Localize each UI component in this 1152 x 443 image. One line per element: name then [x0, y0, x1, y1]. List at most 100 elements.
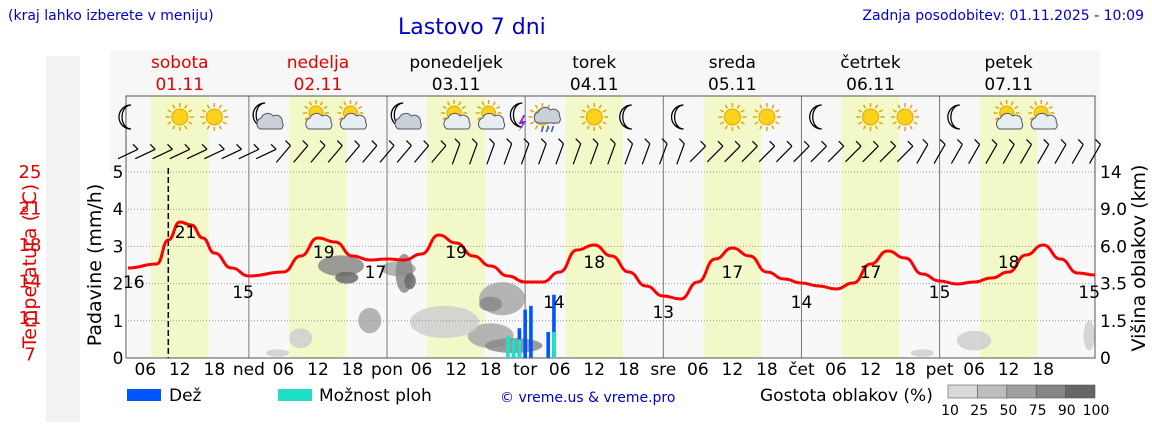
temperature-tick: 25 — [19, 162, 42, 183]
wind-barb-feather — [855, 140, 862, 147]
sun-ray — [222, 109, 227, 113]
wind-barb-feather — [270, 143, 277, 150]
density-swatch — [1065, 384, 1096, 399]
wind-barb — [827, 145, 845, 163]
wind-barb-feather — [786, 140, 793, 147]
sun-ray — [496, 105, 501, 110]
wind-barb-feather — [201, 143, 208, 150]
wind-barb-feather — [236, 143, 243, 150]
wind-barb-feather — [803, 140, 810, 147]
plot-frame — [125, 95, 1096, 359]
sun-ray — [775, 109, 780, 113]
wind-barb-feather — [423, 140, 430, 146]
sun-icon — [200, 103, 229, 131]
wind-barb-feather — [1095, 139, 1101, 145]
sun-ray — [201, 121, 207, 125]
temperature-value-label: 15 — [232, 283, 254, 303]
sun-ray — [586, 104, 590, 109]
wind-barb-feather — [734, 140, 741, 147]
sun-ray — [442, 105, 447, 110]
day-tick: ned — [233, 360, 265, 380]
cloud-height-tick: 0 — [1100, 349, 1111, 369]
wind-barb-feather — [149, 143, 156, 150]
sun-ray — [188, 121, 193, 125]
wind-barb — [706, 145, 724, 163]
sun-ray — [909, 125, 913, 130]
rain-bar — [529, 305, 533, 358]
wind-barb — [1002, 144, 1015, 164]
wind-barb-feather — [872, 140, 879, 147]
sun-ray — [586, 125, 590, 130]
sun-ray — [167, 109, 172, 113]
moon-shape — [947, 104, 960, 130]
sun-ray — [172, 104, 176, 109]
moon-icon — [947, 104, 960, 130]
sun-ray — [206, 104, 210, 109]
hour-tick: 12 — [998, 360, 1020, 380]
day-name: ponedeljek — [409, 53, 503, 73]
density-value: 25 — [970, 403, 988, 419]
cloud-cell — [479, 296, 503, 312]
sun-ray — [995, 116, 1000, 121]
wind-barb-feather — [661, 138, 668, 145]
last-updated: Zadnja posodobitev: 01.11.2025 - 10:09 — [862, 8, 1144, 24]
sun-ray — [206, 125, 210, 130]
sun-disc — [585, 108, 603, 126]
sun-ray — [878, 109, 884, 113]
temperature-value-label: 18 — [583, 253, 605, 273]
wind-barb — [469, 143, 478, 165]
sun-ray — [338, 105, 344, 110]
wind-barb — [379, 145, 395, 163]
density-value: 50 — [999, 403, 1017, 419]
hour-tick: 12 — [445, 360, 467, 380]
precip-tick: 5 — [113, 163, 124, 183]
sun-ray — [858, 121, 863, 125]
sun-ray — [913, 109, 918, 113]
wind-barb-feather — [454, 138, 461, 145]
sun-cloud-icon — [475, 100, 506, 130]
hour-tick: 12 — [169, 360, 191, 380]
wind-barb — [793, 145, 810, 163]
wind-barb — [724, 145, 741, 163]
sun-ray — [598, 104, 602, 109]
sun-cloud-icon — [302, 100, 333, 130]
wind-barb-feather — [388, 140, 395, 146]
sun-ray — [222, 121, 227, 125]
hour-tick: 06 — [687, 360, 709, 380]
day-name: nedelja — [287, 53, 349, 73]
wind-barb-feather — [1043, 139, 1050, 145]
wind-barb — [431, 145, 447, 163]
sun-ray — [598, 125, 602, 130]
temperature-tick: 7 — [24, 345, 35, 366]
precip-tick: 4 — [113, 200, 124, 220]
wind-barb — [624, 143, 634, 165]
sun-ray — [759, 125, 763, 130]
wind-barb — [1088, 144, 1102, 164]
wind-barb — [879, 145, 896, 163]
cloud-cell — [404, 273, 416, 290]
wind-barb-feather — [1008, 139, 1015, 145]
wind-barb-feather — [523, 138, 530, 145]
sun-ray — [602, 109, 607, 113]
sun-cloud-icon — [993, 100, 1024, 130]
wind-barb — [810, 145, 827, 163]
sun-ray — [874, 125, 879, 130]
sun-ray — [354, 101, 358, 106]
temperature-value-label: 17 — [365, 263, 387, 283]
sun-ray — [719, 121, 725, 125]
hour-tick: 12 — [722, 360, 744, 380]
wind-barb-feather — [700, 140, 707, 147]
wind-barb-feather — [405, 140, 412, 146]
wind-barb — [520, 143, 530, 165]
wind-barb — [221, 148, 242, 160]
sun-ray — [771, 104, 775, 109]
sun-ray — [323, 105, 328, 110]
left-axis-panel — [46, 56, 80, 422]
sun-icon — [165, 103, 194, 131]
sun-ray — [172, 125, 176, 130]
wind-barb-feather — [838, 140, 845, 147]
temperature-line — [127, 220, 1096, 301]
cloud-shape — [533, 106, 561, 124]
wind-barb — [362, 145, 378, 163]
sun-ray — [1029, 105, 1034, 110]
